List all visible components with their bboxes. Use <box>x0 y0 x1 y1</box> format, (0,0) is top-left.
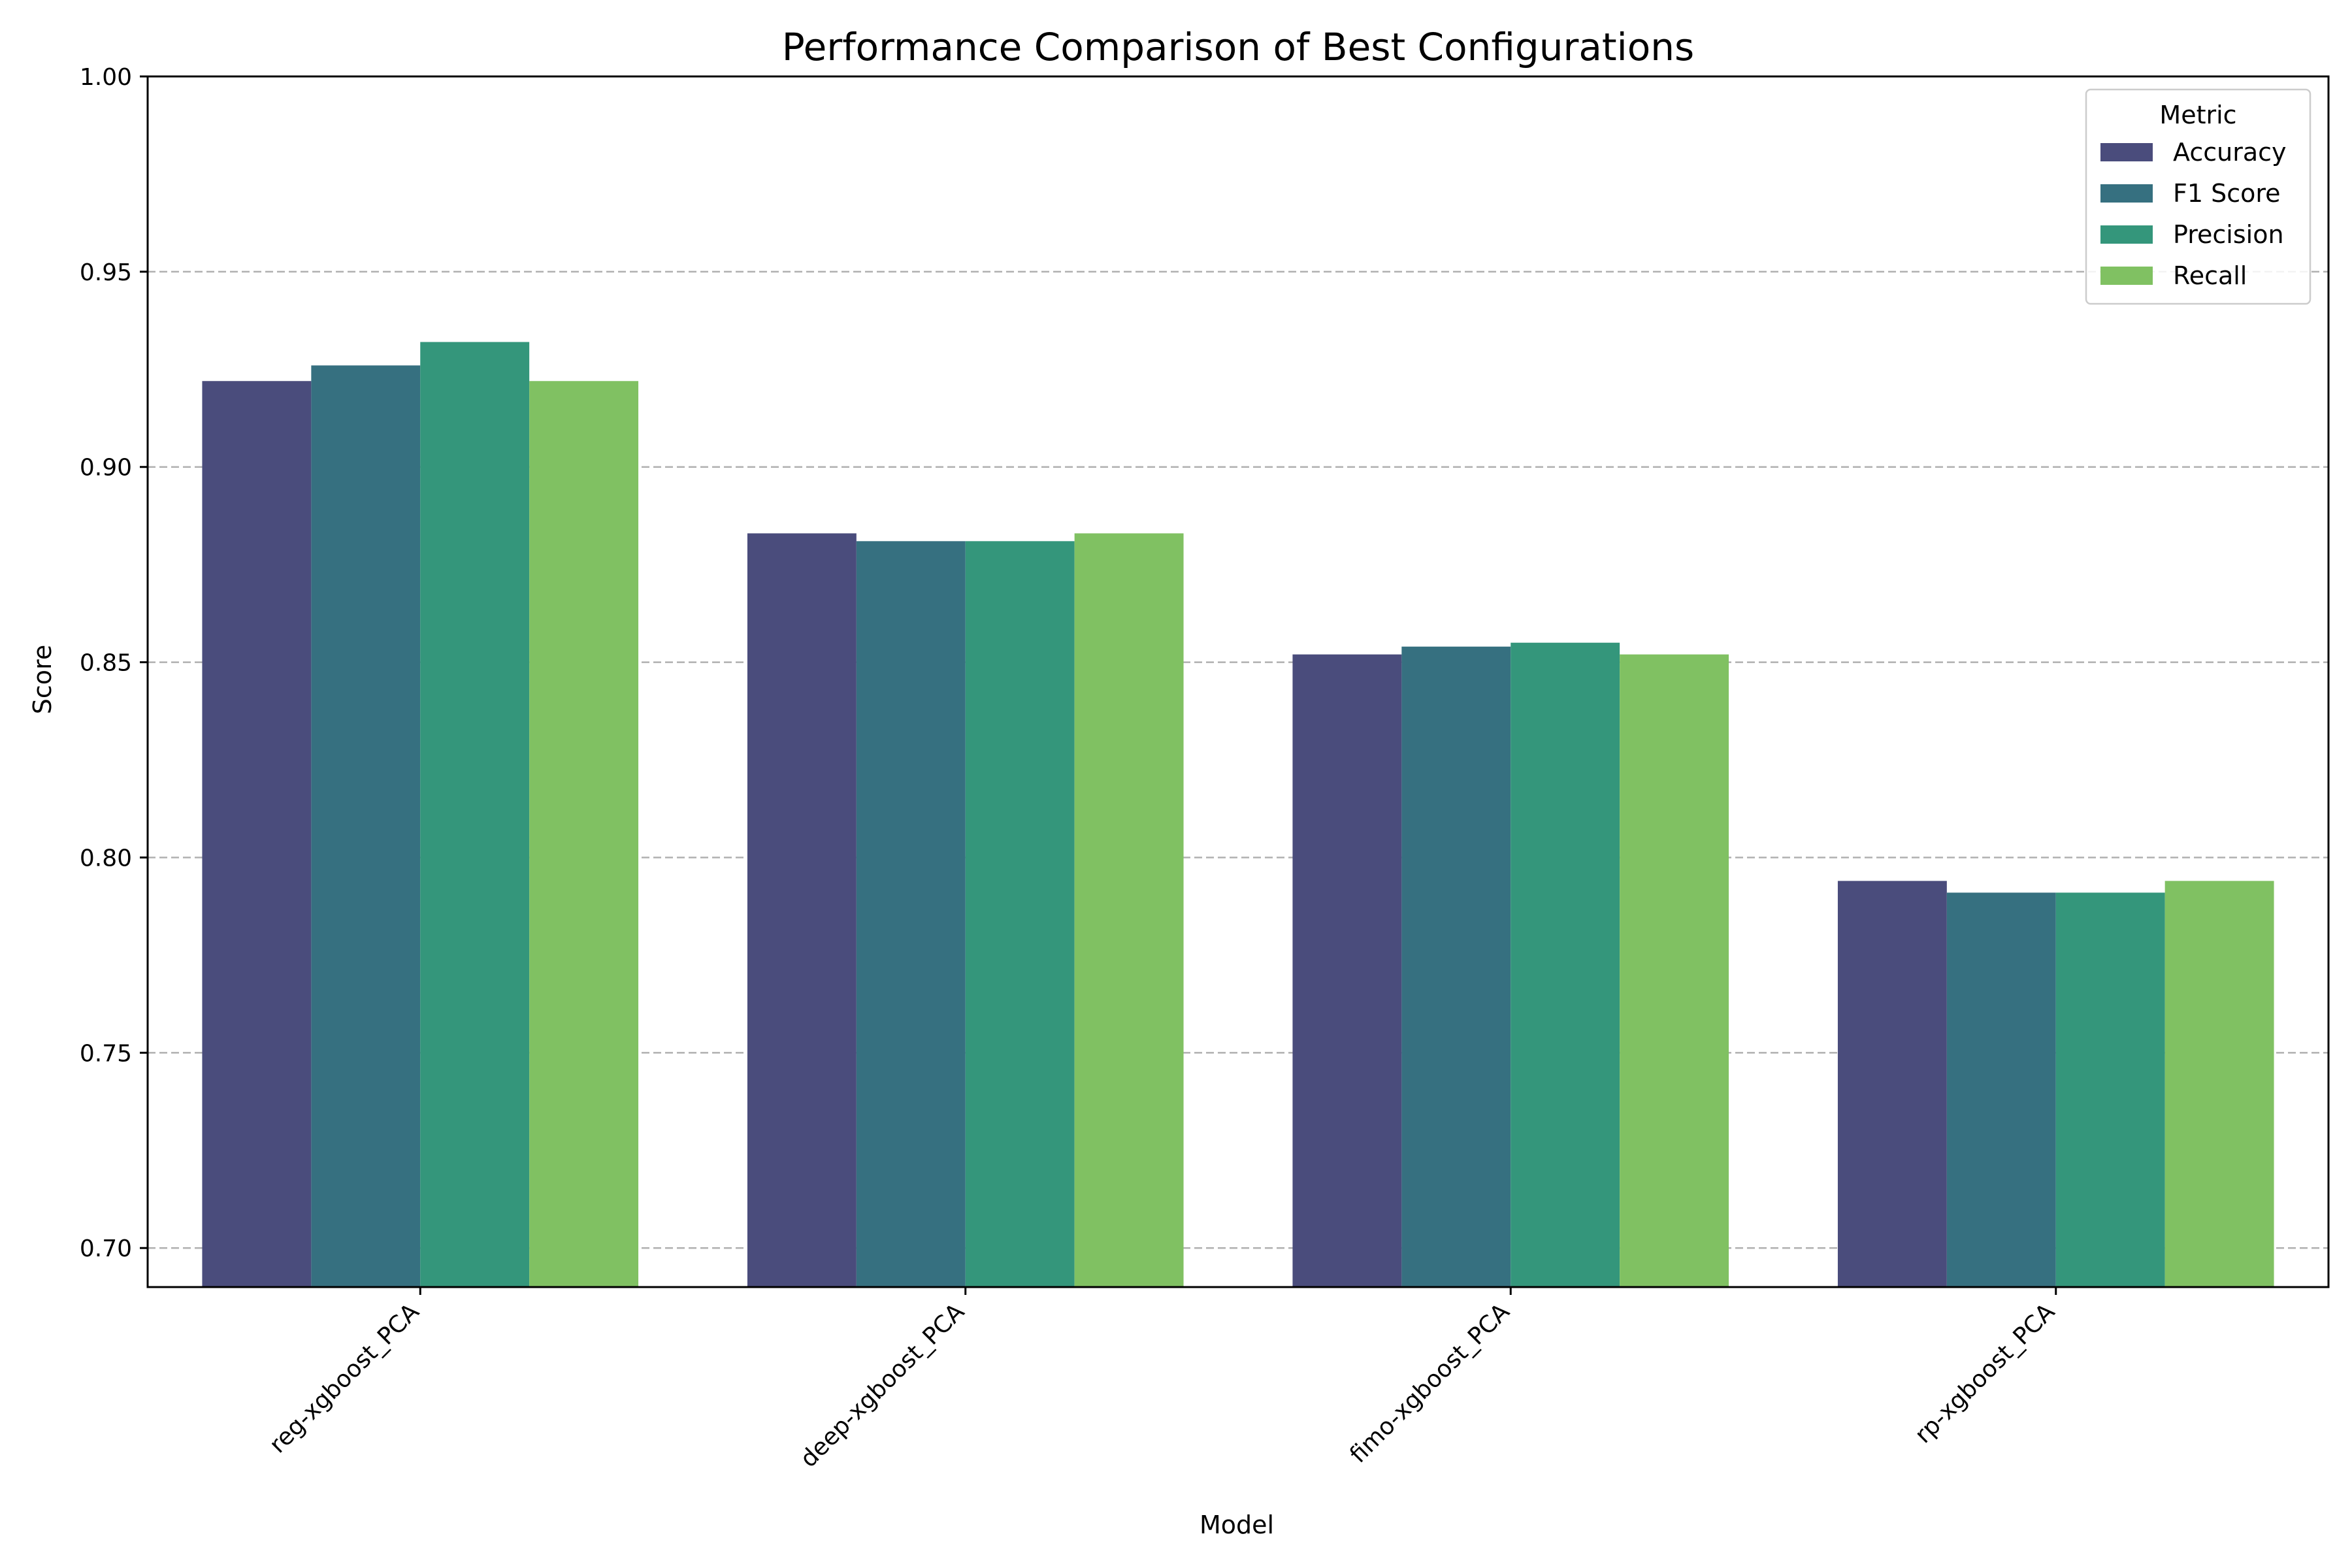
bar-accuracy <box>1292 654 1402 1287</box>
y-axis: 0.70 0.75 0.80 0.85 0.90 0.95 1.00 <box>80 64 148 1262</box>
bar-precision <box>420 342 530 1287</box>
bars <box>202 342 2274 1287</box>
bar-recall <box>2164 881 2274 1287</box>
plot-frame <box>146 75 2330 1288</box>
chart-title: Performance Comparison of Best Configura… <box>782 25 1694 69</box>
y-tick-label: 0.85 <box>80 650 132 677</box>
y-tick-label: 0.95 <box>80 259 132 286</box>
bar-precision <box>965 541 1075 1287</box>
legend-swatch <box>2100 143 2153 161</box>
bar-precision <box>1511 642 1620 1287</box>
bar-recall <box>1620 654 1729 1287</box>
y-tick-label: 0.70 <box>80 1235 132 1262</box>
bar-f1-score <box>311 365 421 1287</box>
legend-swatch <box>2100 184 2153 203</box>
y-tick-label: 0.75 <box>80 1040 132 1067</box>
x-axis-label: Model <box>1200 1511 1274 1539</box>
bar-accuracy <box>1837 881 1947 1287</box>
legend-title: Metric <box>2159 101 2236 129</box>
y-tick-label: 1.00 <box>80 64 132 91</box>
y-tick-label: 0.90 <box>80 455 132 482</box>
bar-f1-score <box>1401 646 1511 1287</box>
bar-recall <box>529 381 639 1287</box>
y-tick-label: 0.80 <box>80 845 132 872</box>
bar-accuracy <box>202 381 312 1287</box>
y-axis-label: Score <box>28 645 57 714</box>
bar-recall <box>1074 533 1184 1287</box>
legend-label: Precision <box>2173 220 2284 249</box>
legend: Metric Accuracy F1 Score Precision Recall <box>2085 88 2311 305</box>
legend-label: F1 Score <box>2173 179 2281 208</box>
bar-f1-score <box>856 541 966 1287</box>
bar-precision <box>2055 892 2165 1287</box>
legend-label: Recall <box>2173 261 2247 290</box>
bar-accuracy <box>747 533 857 1287</box>
legend-swatch <box>2100 267 2153 285</box>
legend-swatch <box>2100 225 2153 244</box>
bar-f1-score <box>1946 892 2056 1287</box>
legend-label: Accuracy <box>2173 138 2287 167</box>
